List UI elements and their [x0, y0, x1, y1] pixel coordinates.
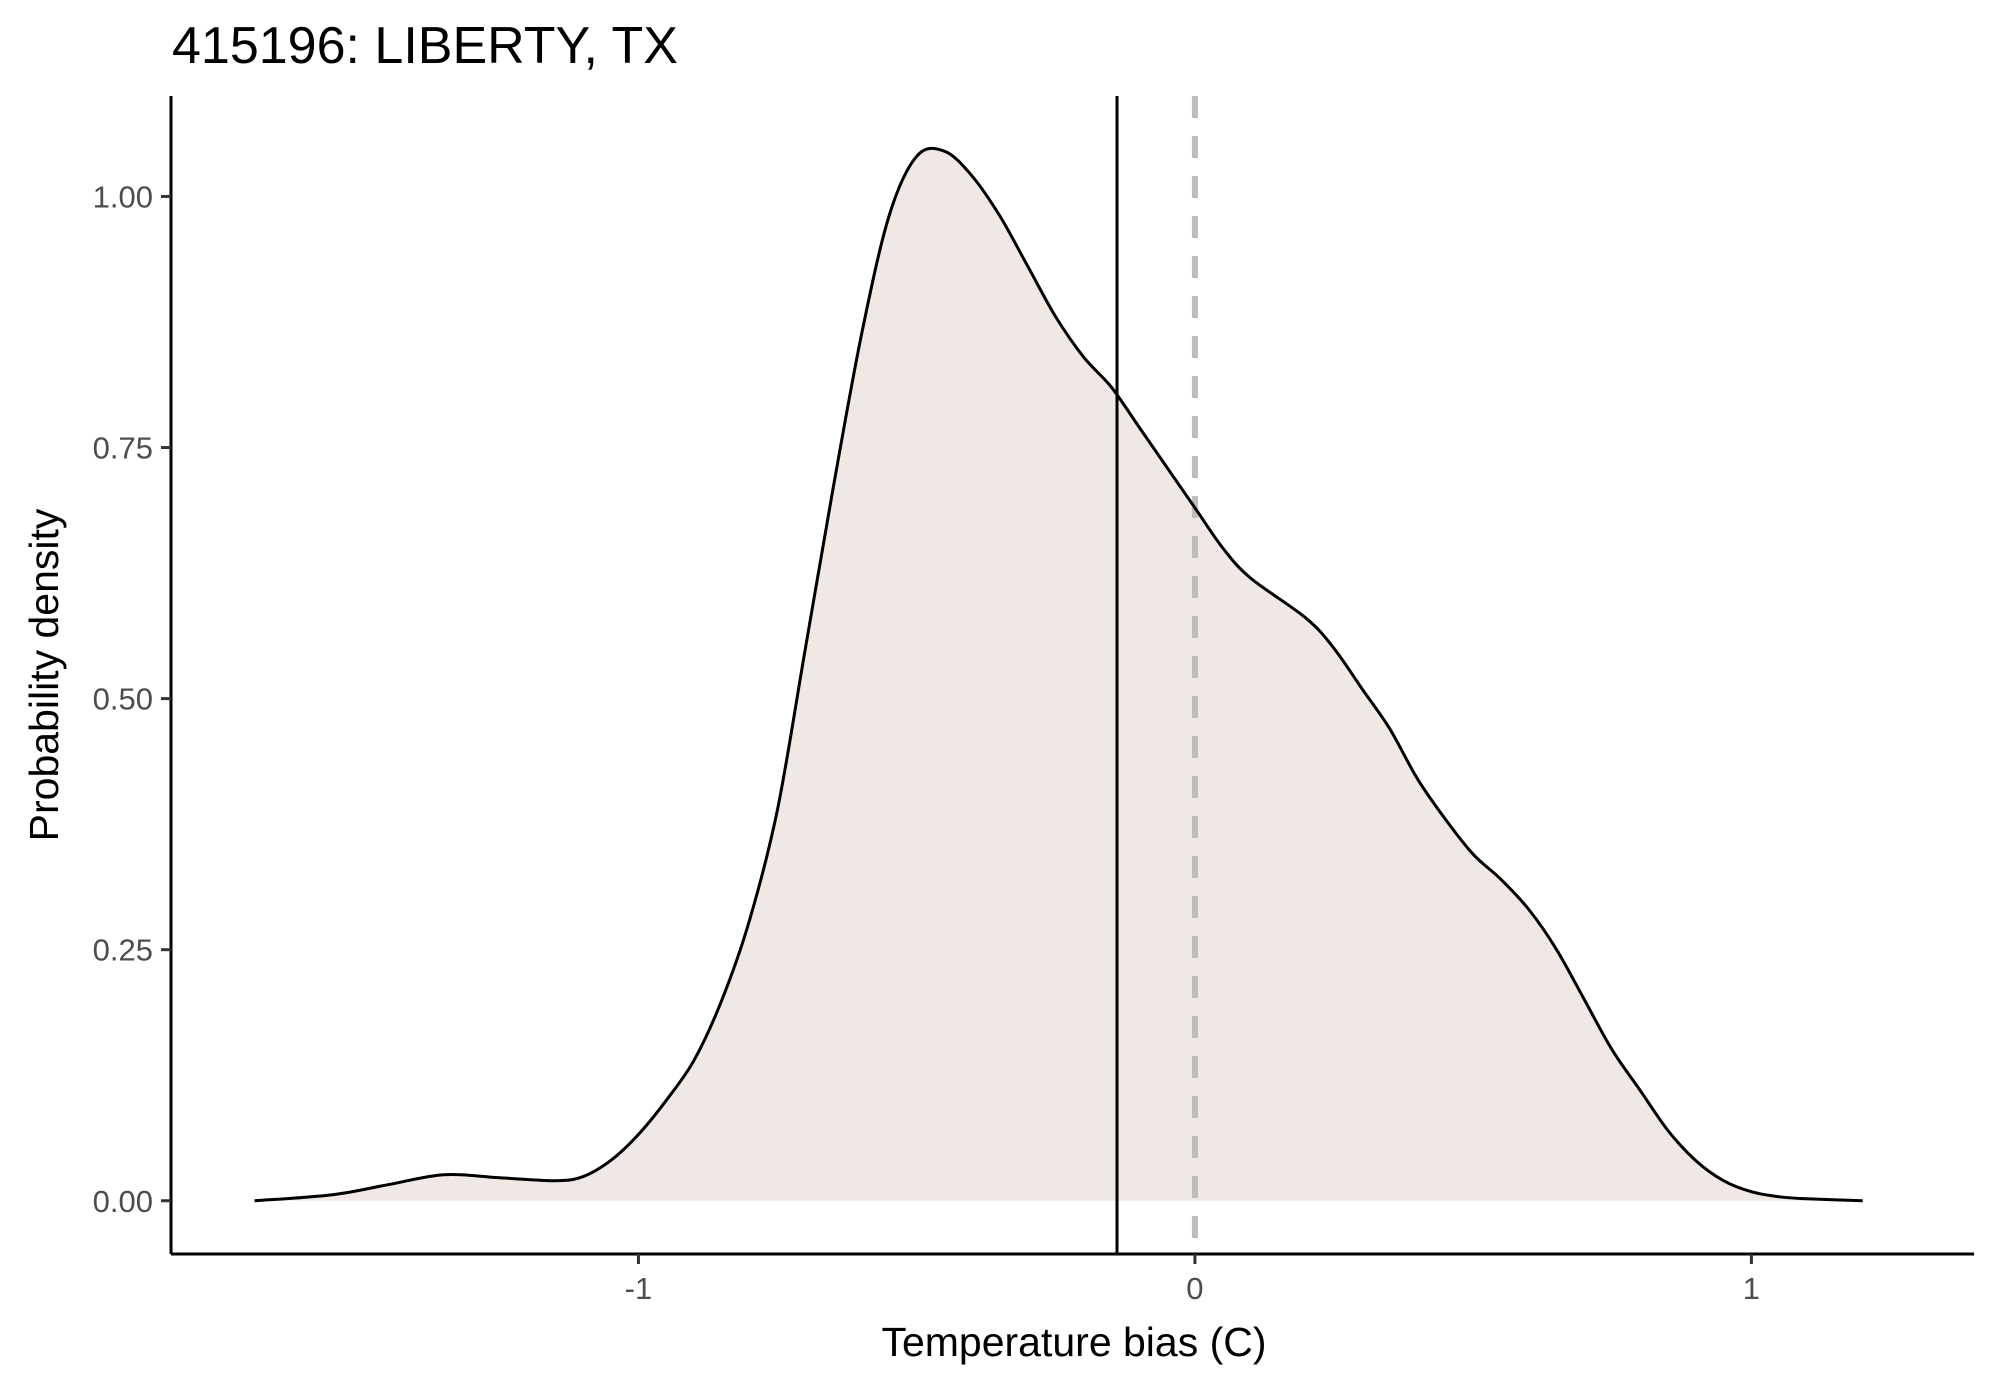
x-axis-title: Temperature bias (C) — [881, 1319, 1266, 1365]
x-tick-label: 0 — [1186, 1271, 1203, 1306]
x-tick-label: -1 — [625, 1271, 653, 1306]
density-area-fill — [254, 148, 1863, 1201]
plot-area — [254, 96, 1863, 1254]
y-tick-label: 1.00 — [93, 179, 153, 214]
y-tick-label: 0.50 — [93, 682, 153, 717]
y-axis-title: Probability density — [21, 508, 67, 841]
y-tick-label: 0.00 — [93, 1184, 153, 1219]
density-curve-line — [254, 146, 1863, 1203]
x-tick-label: 1 — [1743, 1271, 1760, 1306]
x-axis-ticks: -1 0 1 — [625, 1254, 1760, 1306]
y-axis-ticks: 0.00 0.25 0.50 0.75 1.00 — [93, 179, 171, 1219]
chart-title: 415196: LIBERTY, TX — [172, 17, 678, 75]
y-tick-label: 0.25 — [93, 933, 153, 968]
y-tick-label: 0.75 — [93, 431, 153, 466]
